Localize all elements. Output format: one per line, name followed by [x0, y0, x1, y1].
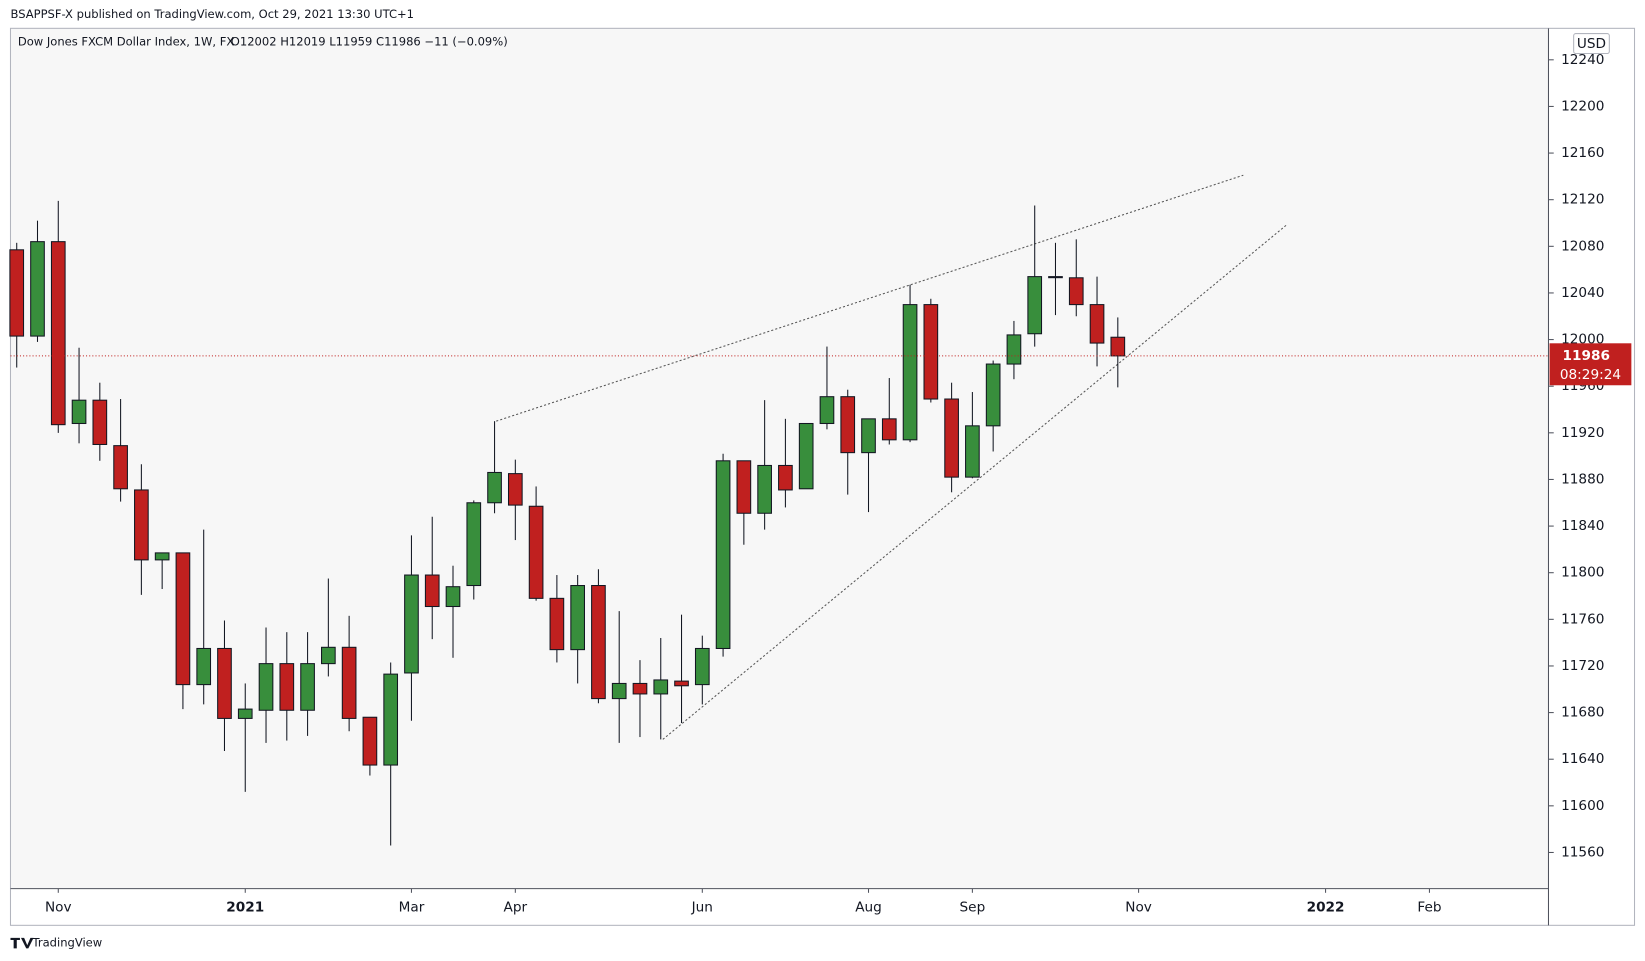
candle-body	[1068, 277, 1084, 306]
candle-body	[362, 716, 378, 766]
y-tick-label: 11560	[1561, 844, 1604, 860]
candle-body	[30, 241, 45, 337]
candle-body	[217, 647, 232, 719]
y-tick-label: 11680	[1561, 705, 1604, 721]
x-tick-label: Mar	[399, 899, 425, 915]
candle-body	[279, 663, 295, 711]
chart-title: Dow Jones FXCM Dollar Index, 1W, FX	[18, 34, 235, 48]
candle-body	[507, 473, 523, 506]
candle-body	[632, 682, 648, 695]
candle-body	[134, 489, 149, 561]
y-tick-label: 12120	[1561, 192, 1604, 208]
candle-body	[196, 647, 212, 686]
candle-body	[341, 646, 357, 719]
candle-body	[902, 304, 918, 441]
candle-body	[383, 673, 399, 766]
candle-body	[528, 505, 544, 599]
y-tick-label: 12200	[1561, 98, 1604, 114]
candle-body	[466, 502, 482, 587]
candle-body	[715, 460, 731, 649]
x-tick-label: Jun	[691, 899, 713, 915]
candle-body	[1048, 276, 1063, 279]
y-tick-label: 12040	[1561, 285, 1604, 301]
candle-body	[50, 241, 66, 426]
candle-body	[778, 464, 793, 491]
last-price-box	[1549, 343, 1632, 386]
publisher: BSAPPSF-X published on TradingView.com, …	[10, 7, 414, 21]
x-tick-label: 2021	[226, 899, 264, 915]
candle-body	[258, 663, 274, 711]
y-tick-label: 11600	[1561, 798, 1604, 814]
candle-body	[881, 418, 897, 441]
y-tick-label: 11920	[1561, 425, 1604, 441]
candle-body	[445, 586, 461, 608]
candle-body	[9, 249, 25, 337]
candle-body	[154, 552, 170, 561]
countdown: 08:29:24	[1560, 367, 1621, 383]
candle-body	[798, 422, 814, 490]
x-tick-label: Nov	[1125, 899, 1152, 915]
candle-body	[321, 646, 336, 665]
candle-body	[71, 399, 87, 425]
last-price-label: 11986	[1563, 348, 1610, 364]
plot-background	[10, 28, 1549, 889]
candle-body	[840, 396, 856, 454]
y-tick-label: 11720	[1561, 658, 1604, 674]
candle-body	[819, 396, 835, 425]
candle-body	[487, 471, 502, 504]
trendline	[662, 224, 1287, 740]
currency[interactable]: USD	[1577, 36, 1606, 52]
candle-body	[237, 708, 253, 719]
candle-body	[300, 663, 315, 711]
candle-body	[861, 418, 876, 454]
candle-body	[92, 399, 108, 446]
trendline	[496, 174, 1244, 422]
x-tick-label: Nov	[45, 899, 72, 915]
candle-body	[965, 425, 980, 478]
chart-frame	[9, 27, 1636, 926]
candle-body	[1027, 276, 1043, 335]
candle-body	[549, 597, 565, 651]
y-tick-label: 11880	[1561, 471, 1604, 487]
candle-body	[923, 304, 939, 400]
y-tick-label: 12160	[1561, 145, 1604, 161]
x-tick-label: Aug	[855, 899, 882, 915]
x-tick-label: Apr	[504, 899, 528, 915]
candle-body	[175, 552, 191, 686]
candle-body	[404, 574, 419, 674]
candle-body	[1089, 304, 1105, 344]
y-tick-label: 11640	[1561, 751, 1604, 767]
candle-body	[694, 647, 710, 686]
footer: TradingView	[32, 936, 103, 950]
candle-body	[1110, 336, 1126, 357]
y-tick-label: 12240	[1561, 52, 1604, 68]
candle-body	[653, 679, 669, 695]
ohlc-label: O12002 H12019 L11959 C11986 −11 (−0.09%)	[231, 34, 508, 48]
candle-body	[757, 464, 772, 514]
candle-body	[1006, 334, 1022, 365]
logo	[10, 937, 34, 949]
candle-body	[570, 585, 585, 651]
candle-body	[591, 585, 606, 700]
currency-box[interactable]	[1573, 33, 1610, 55]
x-tick-label: Feb	[1417, 899, 1441, 915]
candle-body	[424, 574, 440, 608]
y-tick-label: 11840	[1561, 518, 1604, 534]
y-tick-label: 11800	[1561, 565, 1604, 581]
candle-body	[113, 445, 128, 490]
candle-body	[985, 363, 1001, 427]
y-tick-label: 12080	[1561, 238, 1604, 254]
candle-body	[944, 398, 959, 478]
x-tick-label: Sep	[960, 899, 986, 915]
x-tick-label: 2022	[1307, 899, 1345, 915]
candle-body	[736, 460, 752, 514]
candle-body	[611, 682, 627, 700]
candle-body	[674, 680, 689, 687]
y-tick-label: 11760	[1561, 611, 1604, 627]
